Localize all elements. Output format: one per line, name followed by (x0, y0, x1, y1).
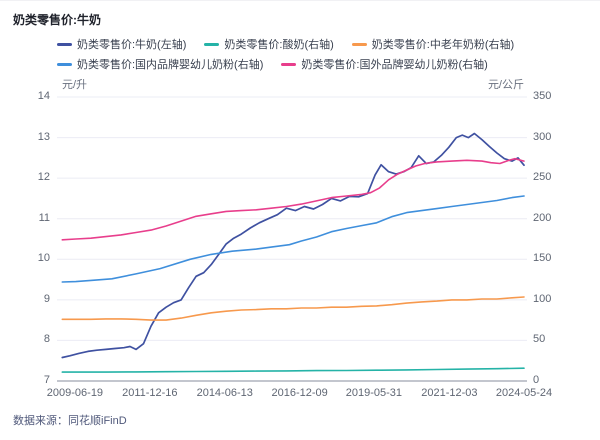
left-axis-tick: 11 (38, 211, 50, 224)
right-axis-tick: 150 (533, 252, 552, 265)
x-axis-tick: 2014-06-13 (196, 387, 253, 399)
legend-line-marker (57, 42, 72, 46)
legend-label: 奶类零售价:酸奶(右轴) (224, 39, 334, 51)
series-line-0 (61, 132, 525, 359)
left-axis-unit-label: 元/升 (62, 79, 88, 91)
data-source-note: 数据来源：同花顺iFinD (13, 415, 127, 427)
left-axis-tick: 13 (37, 130, 50, 143)
chart-title: 奶类零售价:牛奶 (13, 13, 101, 27)
left-axis-tick: 10 (37, 252, 50, 265)
right-axis-tick: 250 (533, 171, 552, 184)
left-axis-tick: 12 (37, 171, 50, 184)
x-axis-tick: 2024-05-24 (495, 387, 553, 399)
left-axis-tick: 7 (43, 374, 50, 386)
legend-line-marker (204, 42, 220, 46)
legend-line-marker (57, 62, 72, 66)
x-axis-tick: 2019-05-31 (345, 387, 403, 399)
legend-item-2[interactable]: 奶类零售价:中老年奶粉(右轴) (351, 36, 515, 52)
legend-item-1[interactable]: 奶类零售价:酸奶(右轴) (204, 36, 334, 52)
series-line-2 (61, 296, 525, 321)
legend-line-marker (351, 42, 367, 46)
legend-item-0[interactable]: 奶类零售价:牛奶(左轴) (57, 36, 186, 52)
legend-item-4[interactable]: 奶类零售价:国外品牌婴幼儿奶粉(右轴) (281, 56, 488, 72)
left-axis-tick: 8 (43, 333, 50, 346)
legend-item-3[interactable]: 奶类零售价:国内品牌婴幼儿奶粉(右轴) (57, 56, 263, 72)
legend-label: 奶类零售价:国内品牌婴幼儿奶粉(右轴) (77, 59, 264, 71)
x-axis-tick: 2021-12-03 (421, 387, 478, 399)
legend-line-marker (281, 62, 297, 66)
right-axis-tick: 50 (533, 333, 546, 346)
right-axis-tick: 100 (533, 292, 552, 305)
legend-label: 奶类零售价:国外品牌婴幼儿奶粉(右轴) (301, 59, 488, 71)
legend-row: 奶类零售价:国内品牌婴幼儿奶粉(右轴) 奶类零售价:国外品牌婴幼儿奶粉(右轴) (57, 56, 514, 72)
right-axis-tick: 200 (533, 211, 552, 224)
right-axis-unit-label: 元/公斤 (487, 79, 524, 91)
x-axis-tick: 2016-12-09 (271, 387, 328, 399)
legend-label: 奶类零售价:牛奶(左轴) (77, 39, 187, 51)
right-axis-tick: 300 (533, 130, 552, 143)
right-axis-tick: 0 (533, 374, 540, 386)
legend-row: 奶类零售价:牛奶(左轴) 奶类零售价:酸奶(右轴) 奶类零售价:中老年奶粉(右轴) (57, 36, 514, 52)
x-axis-tick: 2011-12-16 (122, 387, 178, 399)
legend: 奶类零售价:牛奶(左轴) 奶类零售价:酸奶(右轴) 奶类零售价:中老年奶粉(右轴) 奶… (57, 36, 514, 72)
series-line-3 (61, 195, 525, 283)
series-line-4 (61, 157, 525, 241)
right-axis-tick: 350 (533, 90, 552, 102)
left-axis-tick: 9 (43, 292, 50, 305)
left-axis-tick: 14 (37, 90, 50, 102)
series-line-1 (61, 367, 525, 373)
x-axis-tick: 2009-06-19 (46, 387, 104, 399)
legend-label: 奶类零售价:中老年奶粉(右轴) (371, 39, 515, 51)
